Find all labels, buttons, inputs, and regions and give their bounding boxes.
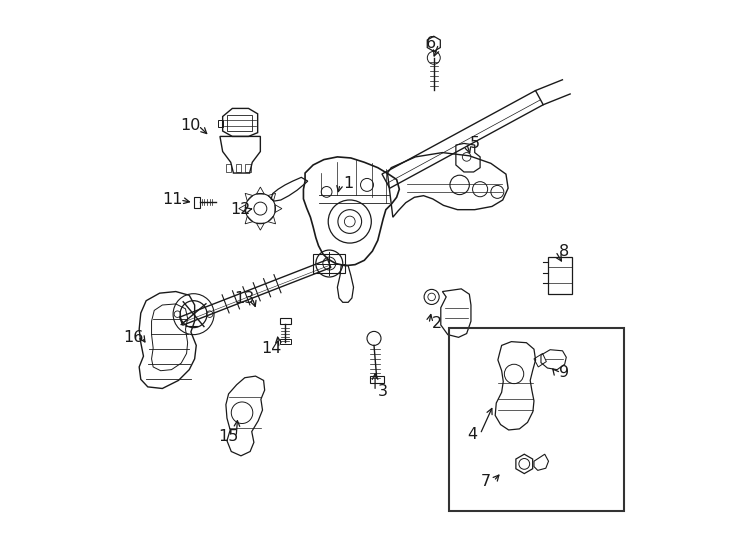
Text: 3: 3 — [378, 384, 388, 399]
Text: 16: 16 — [123, 330, 144, 345]
Text: 14: 14 — [261, 341, 281, 356]
Text: 11: 11 — [161, 192, 182, 207]
Text: 2: 2 — [432, 316, 442, 332]
Text: 13: 13 — [234, 291, 254, 306]
Text: 6: 6 — [426, 36, 435, 51]
Bar — [449, 328, 625, 511]
Text: 9: 9 — [559, 365, 569, 380]
Text: 15: 15 — [218, 429, 239, 444]
Text: 1: 1 — [343, 177, 353, 191]
Text: 7: 7 — [481, 474, 490, 489]
Text: 4: 4 — [467, 427, 477, 442]
Bar — [236, 164, 241, 172]
Text: 5: 5 — [470, 136, 480, 151]
Text: 10: 10 — [180, 118, 200, 133]
Bar — [245, 164, 250, 172]
Bar — [226, 164, 231, 172]
Text: 8: 8 — [559, 244, 569, 259]
Text: 12: 12 — [230, 202, 250, 217]
